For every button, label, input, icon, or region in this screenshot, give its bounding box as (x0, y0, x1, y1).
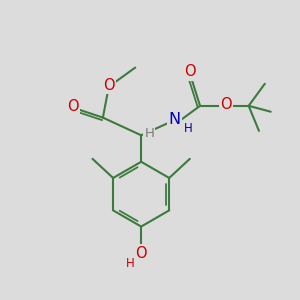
Text: H: H (126, 257, 134, 271)
Text: N: N (169, 112, 181, 127)
Text: O: O (103, 78, 115, 93)
Text: H: H (145, 127, 154, 140)
Text: O: O (220, 97, 232, 112)
Text: O: O (184, 64, 196, 80)
Text: H: H (184, 122, 193, 135)
Text: O: O (67, 99, 79, 114)
Text: O: O (135, 246, 147, 261)
